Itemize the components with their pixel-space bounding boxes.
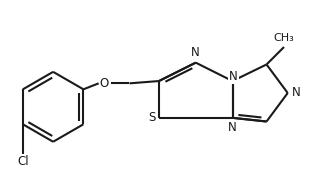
Text: N: N xyxy=(229,70,238,83)
Text: N: N xyxy=(228,121,237,134)
Text: N: N xyxy=(292,86,301,100)
Text: N: N xyxy=(191,46,200,59)
Text: O: O xyxy=(100,77,109,90)
Text: Cl: Cl xyxy=(17,155,29,168)
Text: CH₃: CH₃ xyxy=(274,33,295,43)
Text: S: S xyxy=(148,111,155,124)
